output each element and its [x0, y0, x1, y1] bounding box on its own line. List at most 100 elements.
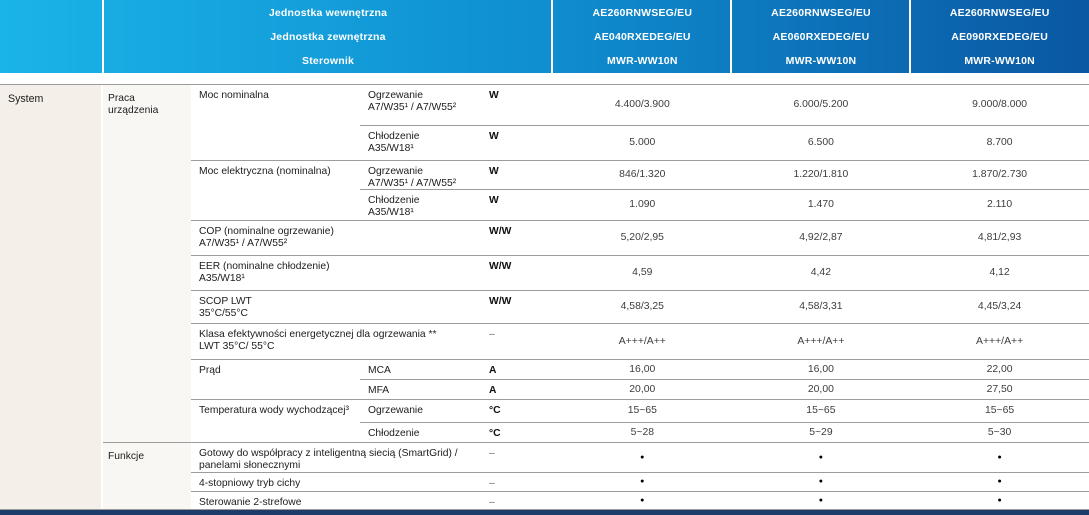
value-cell: ● — [731, 442, 911, 472]
product-controller-model: MWR-WW10N — [785, 54, 857, 67]
header-label-indoor-unit: Jednostka wewnętrzna — [268, 6, 388, 19]
value-cell: 5~30 — [910, 422, 1089, 442]
product-controller-model: MWR-WW10N — [964, 54, 1035, 67]
table-body: System Praca urządzenia Moc nominalna Ogrze… — [0, 84, 1089, 510]
param-label: 4-stopniowy tryb cichy — [191, 472, 480, 491]
header-label-controller: Sterownik — [302, 54, 354, 67]
bottom-accent-bar — [0, 510, 1089, 515]
param-label: Klasa efektywności energetycznej dla ogr… — [191, 323, 480, 359]
header-product-column-1: AE260RNWSEG/EU AE040RXEDEG/EU MWR-WW10N — [553, 0, 732, 73]
unit-label: A — [480, 359, 553, 379]
value-cell: 27,50 — [910, 379, 1089, 399]
param-label: Moc elektryczna (nominalna) — [191, 160, 360, 220]
value-cell: 5~29 — [731, 422, 911, 442]
header-product-column-2: AE260RNWSEG/EU AE060RXEDEG/EU MWR-WW10N — [732, 0, 911, 73]
value-cell: 1.870/2.730 — [910, 160, 1089, 189]
param-label: EER (nominalne chłodzenie) A35/W18¹ — [191, 255, 480, 290]
value-cell: 4,45/3,24 — [910, 290, 1089, 323]
table-header: Jednostka wewnętrzna Jednostka zewnętrzn… — [0, 0, 1089, 73]
unit-label: W — [480, 189, 553, 220]
value-cell: 4,58/3,25 — [553, 290, 732, 323]
condition-label: Chłodzenie — [360, 422, 480, 442]
unit-label: W/W — [480, 220, 553, 255]
value-cell: ● — [553, 491, 732, 509]
header-divider — [102, 0, 104, 73]
product-outdoor-model: AE090RXEDEG/EU — [951, 30, 1049, 43]
product-indoor-model: AE260RNWSEG/EU — [771, 6, 871, 19]
param-label: SCOP LWT 35°C/55°C — [191, 290, 480, 323]
param-label: Sterowanie 2-strefowe — [191, 491, 480, 509]
unit-label: – — [480, 442, 553, 472]
unit-label: W — [480, 125, 553, 160]
value-cell: ● — [553, 442, 732, 472]
product-indoor-model: AE260RNWSEG/EU — [592, 6, 693, 19]
group-label: Praca urządzenia — [103, 85, 191, 442]
product-indoor-model: AE260RNWSEG/EU — [949, 6, 1050, 19]
unit-label: W/W — [480, 255, 553, 290]
unit-label: – — [480, 472, 553, 491]
value-cell: 8.700 — [910, 125, 1089, 160]
value-cell: 846/1.320 — [553, 160, 732, 189]
header-empty-cell — [0, 0, 103, 73]
unit-label: W/W — [480, 290, 553, 323]
param-label: Moc nominalna — [199, 90, 269, 101]
header-product-column-3: AE260RNWSEG/EU AE090RXEDEG/EU MWR-WW10N — [910, 0, 1089, 73]
section-label: System — [0, 85, 103, 509]
value-cell: ● — [731, 491, 911, 509]
value-cell: ● — [910, 442, 1089, 472]
param-label: Gotowy do współpracy z inteligentną siec… — [191, 442, 480, 472]
header-label-outdoor-unit: Jednostka zewnętrzna — [270, 30, 386, 43]
unit-label: – — [480, 491, 553, 509]
value-cell: 4,59 — [553, 255, 732, 290]
value-cell: 5.000 — [553, 125, 732, 160]
value-cell: 4,12 — [910, 255, 1089, 290]
value-cell: 22,00 — [910, 359, 1089, 379]
value-cell: ● — [553, 472, 732, 491]
value-cell: 16,00 — [731, 359, 911, 379]
condition-label: MCA — [360, 359, 480, 379]
header-divider — [551, 0, 553, 73]
value-cell: 4,42 — [731, 255, 911, 290]
value-cell: 4,81/2,93 — [910, 220, 1089, 255]
value-cell: A+++/A++ — [910, 323, 1089, 359]
value-cell: 4,58/3,31 — [731, 290, 911, 323]
value-cell: 20,00 — [553, 379, 732, 399]
value-cell: ● — [731, 472, 911, 491]
unit-label: W — [489, 90, 499, 101]
value-cell: 1.090 — [553, 189, 732, 220]
param-label: COP (nominalne ogrzewanie) A7/W35¹ / A7/… — [191, 220, 480, 255]
value-cell: 5,20/2,95 — [553, 220, 732, 255]
unit-label: °C — [480, 399, 553, 422]
product-outdoor-model: AE060RXEDEG/EU — [772, 30, 870, 43]
condition-label: Ogrzewanie — [360, 399, 480, 422]
value-cell: 15~65 — [910, 399, 1089, 422]
condition-label: Ogrzewanie A7/W35¹ / A7/W55² — [368, 90, 457, 113]
unit-label: – — [480, 323, 553, 359]
group-label: Funkcje — [103, 442, 191, 509]
product-outdoor-model: AE040RXEDEG/EU — [593, 30, 691, 43]
value-cell: ● — [910, 491, 1089, 509]
unit-label: A — [480, 379, 553, 399]
unit-label: °C — [480, 422, 553, 442]
value-cell: 15~65 — [553, 399, 732, 422]
value-cell: 1.470 — [731, 189, 911, 220]
value-cell: 6.000/5.200 — [793, 99, 849, 111]
param-label: Prąd — [191, 359, 360, 399]
value-cell: A+++/A++ — [731, 323, 911, 359]
product-controller-model: MWR-WW10N — [607, 54, 678, 67]
header-unit-type-labels: Jednostka wewnętrzna Jednostka zewnętrzn… — [103, 0, 553, 73]
condition-label: Chłodzenie A35/W18¹ — [360, 125, 480, 160]
condition-label: MFA — [360, 379, 480, 399]
condition-label: Chłodzenie A35/W18¹ — [360, 189, 480, 220]
header-divider — [909, 0, 911, 73]
value-cell: ● — [910, 472, 1089, 491]
value-cell: 9.000/8.000 — [972, 99, 1028, 111]
value-cell: 5~28 — [553, 422, 732, 442]
value-cell: A+++/A++ — [553, 323, 732, 359]
value-cell: 4,92/2,87 — [731, 220, 911, 255]
value-cell: 1.220/1.810 — [731, 160, 911, 189]
value-cell: 4.400/3.900 — [614, 99, 670, 111]
condition-label: Ogrzewanie A7/W35¹ / A7/W55² — [360, 160, 480, 189]
value-cell: 2.110 — [910, 189, 1089, 220]
